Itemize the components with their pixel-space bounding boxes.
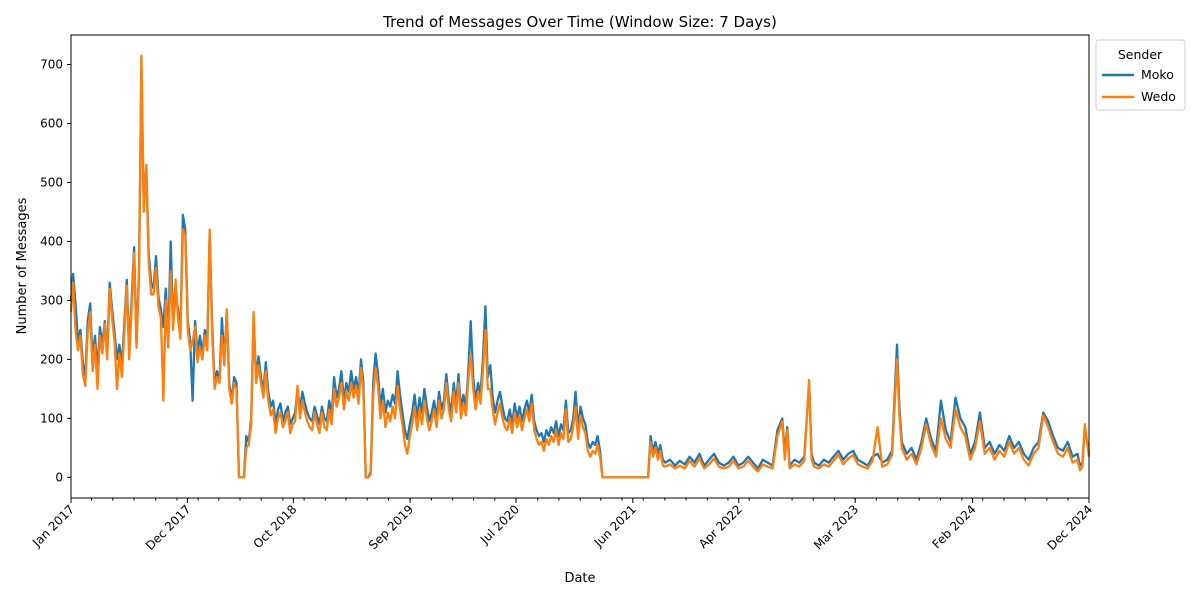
y-tick-label: 300: [40, 293, 63, 307]
legend: Sender Moko Wedo: [1095, 39, 1186, 111]
y-axis-ticks: 0 100 200 300 400 500 600 700: [40, 57, 71, 484]
x-axis-label: Date: [564, 571, 595, 586]
x-axis-ticks: Jan 2017 Dec 2017 Oct 2018 Sep 2019 Jul 2020…: [29, 498, 1095, 553]
y-tick-label: 100: [40, 411, 63, 425]
x-tick-label: Jun 2021: [591, 502, 639, 550]
x-tick-label: Feb 2024: [929, 502, 978, 551]
chart-title: Trend of Messages Over Time (Window Size…: [382, 13, 777, 31]
legend-label-wedo: Wedo: [1141, 89, 1176, 104]
legend-box: [1095, 39, 1186, 111]
x-tick-label: Sep 2019: [366, 502, 416, 552]
y-tick-label: 0: [55, 470, 63, 484]
x-tick-label: Jul 2020: [477, 502, 522, 547]
legend-title: Sender: [1118, 47, 1163, 62]
y-tick-label: 400: [40, 234, 63, 248]
y-tick-label: 600: [40, 116, 63, 130]
y-tick-label: 700: [40, 57, 63, 71]
x-tick-label: Oct 2018: [251, 502, 300, 551]
x-tick-label: Jan 2017: [29, 502, 77, 550]
x-tick-label: Dec 2017: [143, 502, 194, 553]
x-tick-label: Apr 2022: [696, 502, 745, 551]
y-axis-label: Number of Messages: [15, 197, 30, 334]
plot-lines: [69, 54, 1091, 479]
y-tick-label: 200: [40, 352, 63, 366]
x-tick-label: Mar 2023: [811, 502, 861, 552]
series-line-wedo: [69, 54, 1091, 479]
y-tick-label: 500: [40, 175, 63, 189]
x-tick-label: Dec 2024: [1045, 502, 1096, 553]
legend-label-moko: Moko: [1141, 67, 1174, 82]
